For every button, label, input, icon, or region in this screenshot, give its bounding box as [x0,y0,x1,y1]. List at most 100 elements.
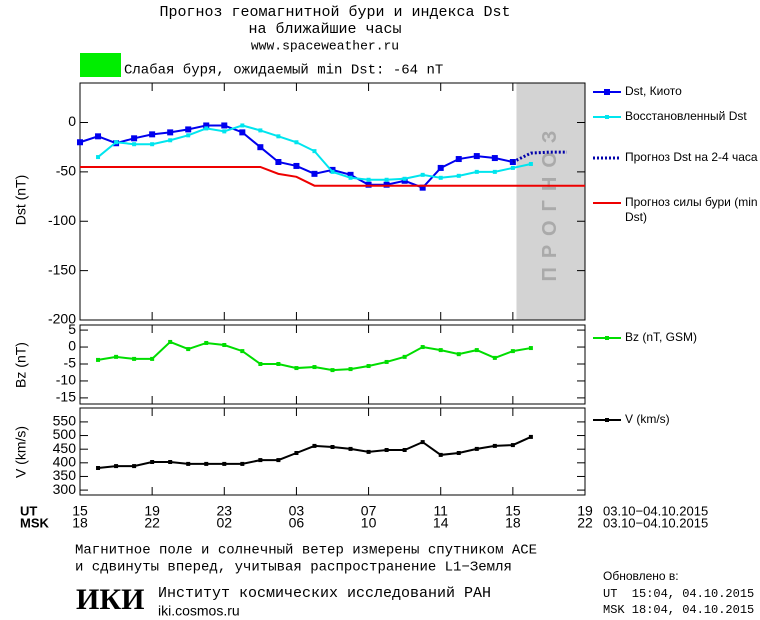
logo: ИКИ [76,583,144,616]
x-tick-label: 15 [505,503,521,519]
marker [186,133,191,138]
x-tick-label: 07 [361,503,377,519]
y-tick-label: 5 [68,321,76,337]
marker [114,140,119,145]
legend-entry: Прогноз Dst на 2-4 часа [625,150,758,164]
plot-frame [79,407,586,496]
y-tick-label: 400 [53,454,77,470]
marker [474,348,479,353]
y-axis-label: V (km/s) [13,426,29,478]
marker [330,445,335,449]
updated-msk: MSK 18:04, 04.10.2015 [603,603,754,617]
marker [150,460,155,464]
updated-ut: UT 15:04, 04.10.2015 [603,587,754,601]
y-tick-label: -15 [56,389,76,405]
marker [293,162,300,169]
marker [294,451,299,455]
x-tick-label: 06 [289,515,305,531]
legend-entry: Dst, Киото [625,84,682,98]
legend-entry: Прогноз силы бури (min Dst) [625,195,758,224]
note: Магнитное поле и солнечный ветер измерен… [75,542,537,559]
marker [510,165,515,170]
marker [204,461,209,466]
series-line [512,150,567,164]
marker [204,126,209,131]
marker [366,177,371,182]
marker [384,177,389,182]
x-tick-label: 11 [433,503,448,519]
url: www.spaceweather.ru [251,38,399,53]
plot-frame [79,82,586,321]
marker [240,349,245,354]
x-tick-label: 03 [289,503,305,519]
marker [528,434,533,439]
marker [438,175,443,180]
legend-marker [604,89,610,95]
marker [275,159,282,165]
marker [150,356,155,361]
y-tick-label: 300 [53,481,77,497]
marker [258,128,263,133]
x-tick-label: 18 [72,515,88,531]
marker [167,129,174,136]
x-axis-label: MSK [20,515,50,530]
marker [186,461,191,466]
marker [528,346,533,351]
marker [131,135,138,142]
site: iki.cosmos.ru [158,603,240,619]
marker [420,440,425,445]
y-tick-label: 500 [53,426,77,442]
marker [221,122,228,129]
marker [203,122,210,129]
x-tick-label: 14 [433,515,449,531]
marker [456,352,461,357]
marker [492,443,497,448]
marker [419,184,426,191]
marker [150,142,155,147]
marker [491,155,498,162]
marker [258,361,263,366]
marker [420,172,425,177]
x-tick-label: 18 [505,515,521,531]
x-tick-label: 23 [216,503,232,519]
y-tick-label: -150 [48,261,76,277]
x-tick-label: 22 [577,515,593,531]
forecast-band [516,83,585,320]
series-line [79,124,514,189]
marker [294,366,299,371]
storm-swatch [80,53,121,77]
marker [402,354,407,359]
marker [402,176,407,181]
legend-marker [605,115,609,119]
x-tick-label: 02 [216,515,232,531]
series-line [80,165,585,187]
marker [348,175,353,180]
marker [384,359,389,364]
marker [258,458,263,463]
marker [95,133,102,140]
marker [347,171,354,178]
marker [96,466,101,470]
marker [132,142,137,147]
institute: Институт космических исследований РАН [158,585,491,602]
y-tick-label: -100 [48,212,76,228]
marker [240,123,245,128]
series-line [97,435,532,469]
storm-label: Слабая буря, ожидаемый min Dst: -64 nT [124,62,443,79]
title: Прогноз геомагнитной бури и индекса Dst [159,4,510,21]
marker [114,354,119,359]
marker [438,452,443,457]
legend-entry: Bz (nT, GSM) [625,330,698,344]
note: и сдвинуты вперед, учитывая распростране… [75,560,512,576]
marker [257,144,264,151]
marker [348,367,353,372]
x-range: 03.10−04.10.2015 [603,503,708,518]
marker [239,129,246,136]
y-axis-label: Dst (nT) [13,175,29,226]
marker [276,458,281,463]
marker [330,368,335,373]
marker [366,364,371,369]
legend-marker [605,336,609,340]
marker [114,464,119,469]
marker [492,169,497,174]
